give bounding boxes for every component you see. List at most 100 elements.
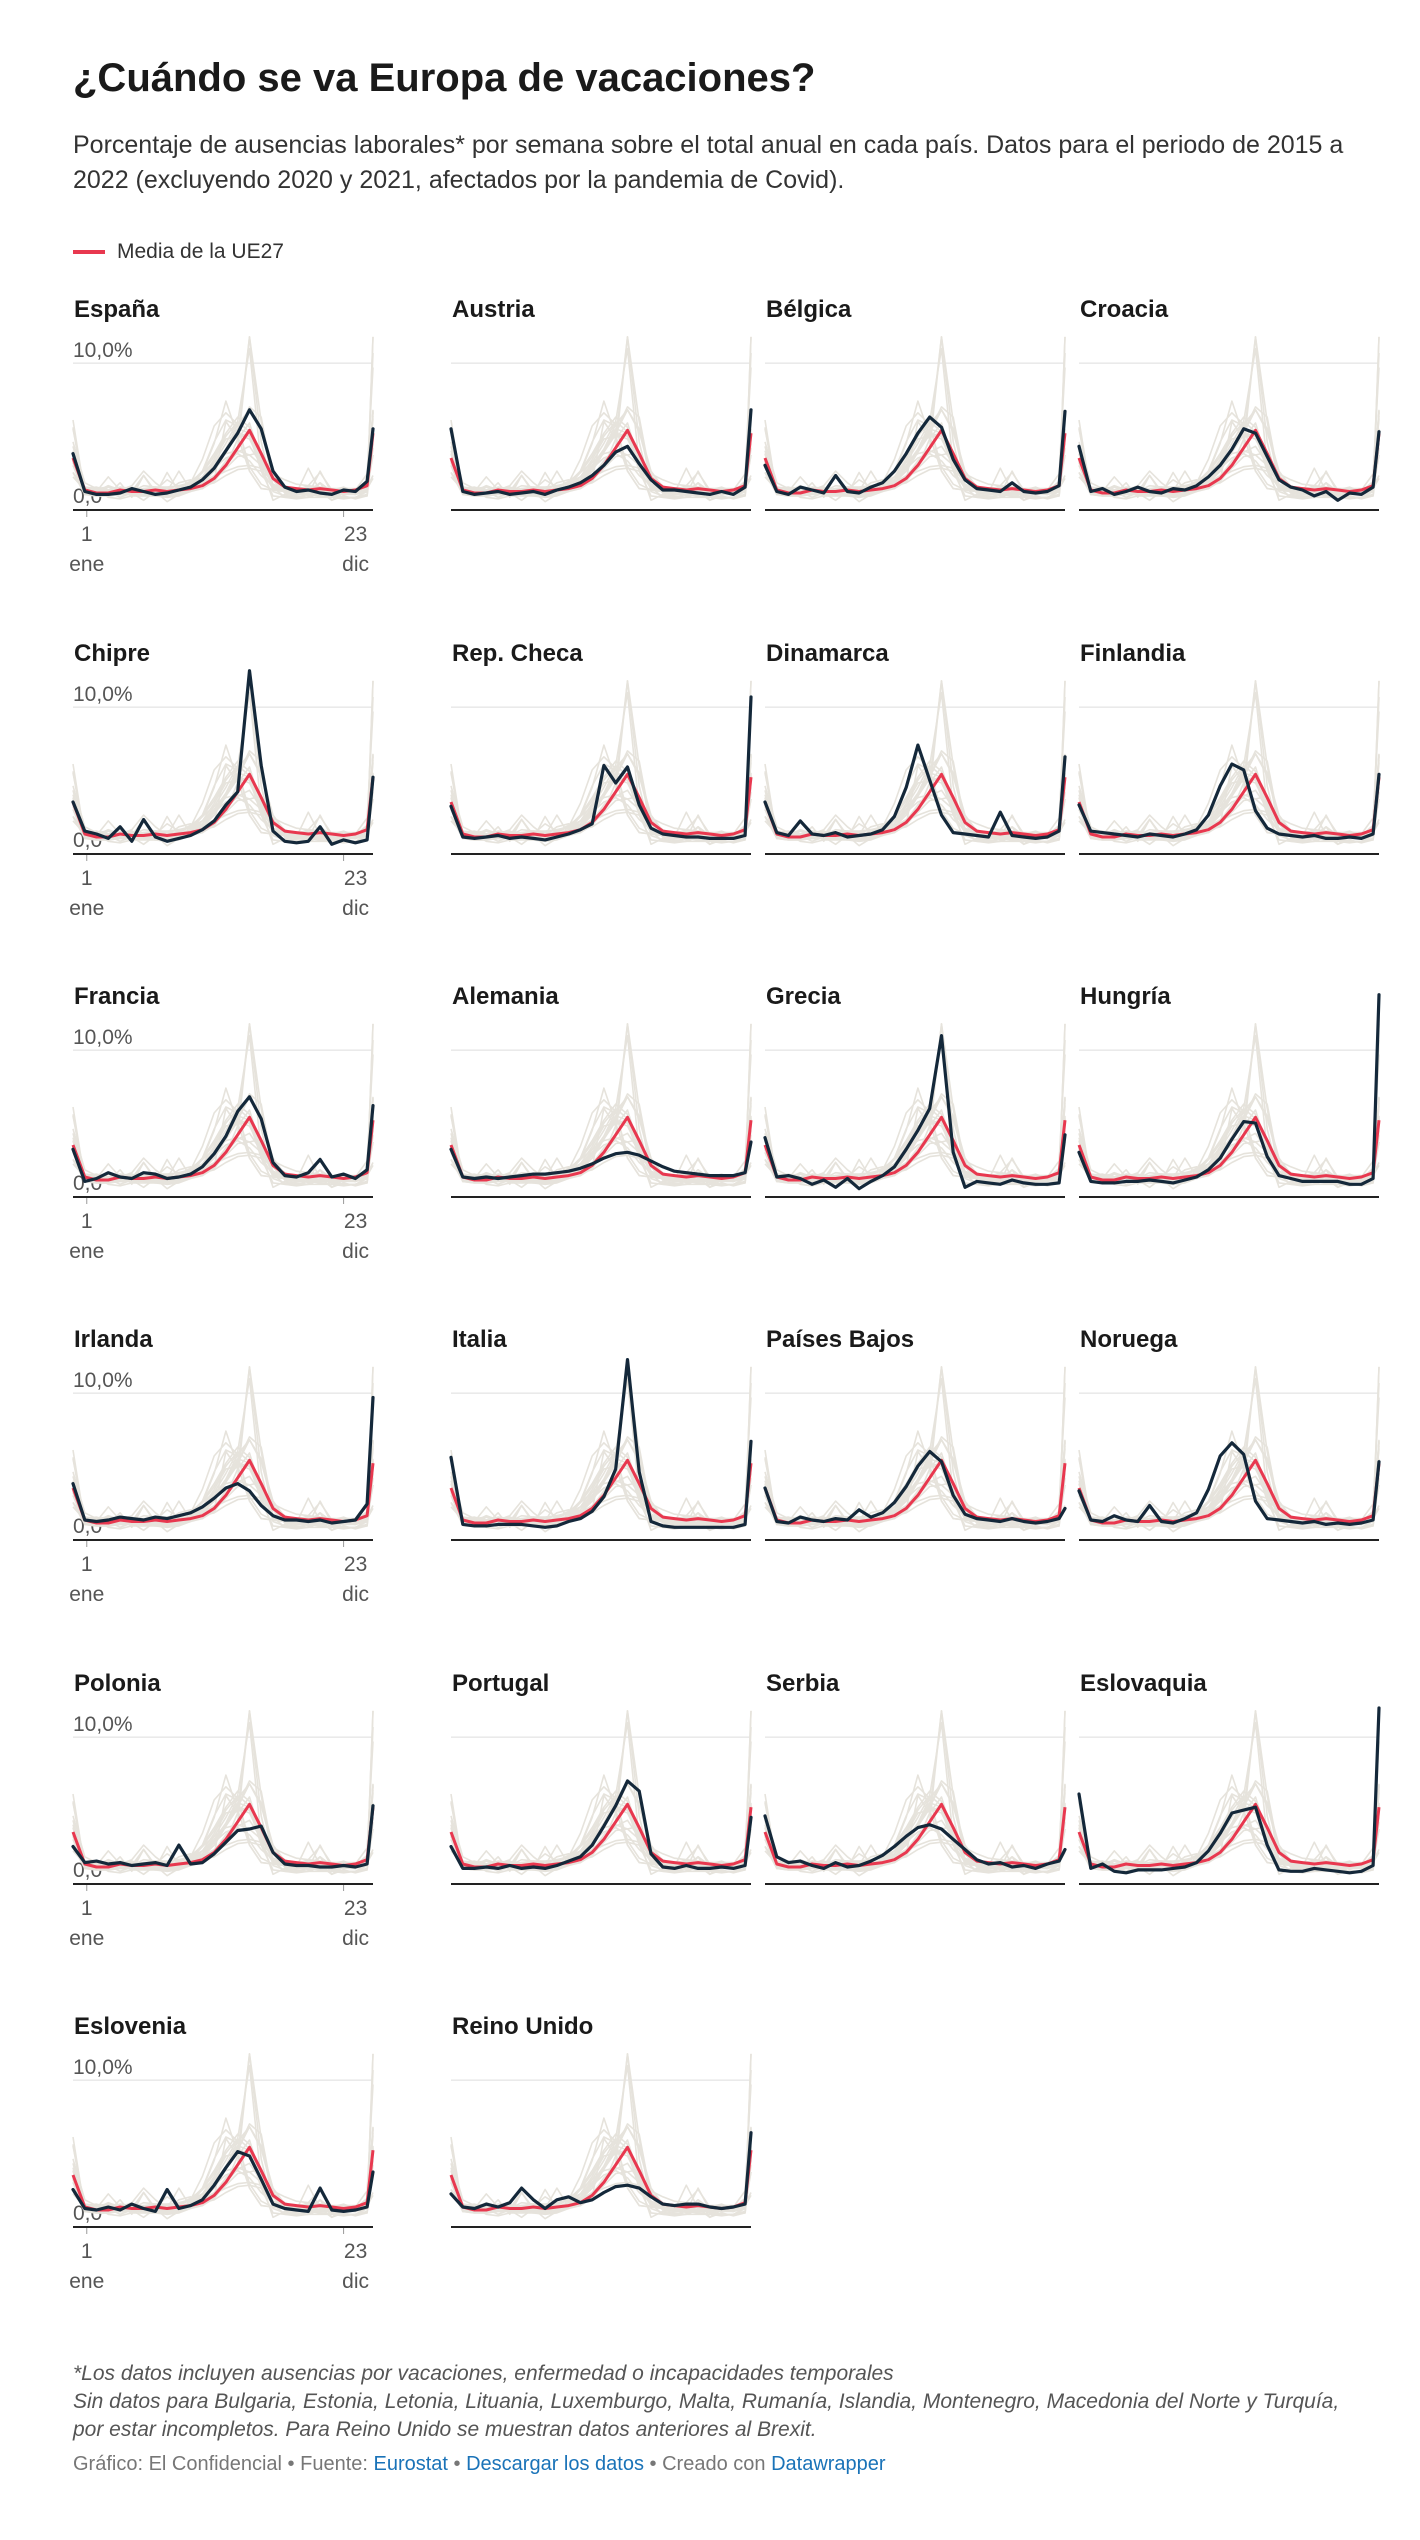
context-line: [72, 1436, 374, 1526]
panel-plot: [449, 1358, 753, 1541]
context-line: [450, 367, 752, 494]
panel-grecia: Grecia: [763, 983, 1067, 1313]
panel-title: Bélgica: [766, 296, 852, 323]
context-line: [1078, 1780, 1380, 1870]
context-line: [1078, 1366, 1380, 1530]
source-link[interactable]: Eurostat: [373, 2453, 448, 2475]
country-line: [449, 1779, 753, 1870]
context-line: [450, 1710, 752, 1874]
context-line: [1078, 1741, 1380, 1868]
context-line: [450, 336, 752, 502]
context-line: [764, 711, 1066, 838]
context-line: [764, 1023, 1066, 1187]
panel-title: Países Bajos: [766, 1326, 915, 1353]
panel-title: Polonia: [74, 1670, 161, 1697]
y-tick-label: 10,0%: [73, 683, 133, 706]
page-title: ¿Cuándo se va Europa de vacaciones?: [73, 56, 816, 100]
panel-croacia: Croacia: [1077, 296, 1381, 626]
panel-austria: Austria: [449, 296, 753, 626]
panel-eslovenia: Eslovenia 10,0% 0,0 1 ene 23 dic: [69, 2013, 375, 2343]
context-line: [72, 1093, 374, 1183]
panel-rep-checa: Rep. Checa: [449, 640, 753, 970]
created-with-label: Creado con: [662, 2453, 772, 2475]
panel-title: Francia: [74, 983, 160, 1010]
eu-average-line: [1077, 1802, 1381, 1869]
y-tick-label: 10,0%: [73, 1713, 133, 1736]
context-line: [1078, 680, 1380, 844]
context-line: [764, 1366, 1066, 1530]
credit: Gráfico: El Confidencial: [73, 2453, 282, 2475]
y-tick-label: 10,0%: [73, 1369, 133, 1392]
eu-average-line: [763, 1115, 1067, 1182]
x-tick-label: 23: [344, 1553, 367, 1576]
x-tick-label: dic: [342, 897, 369, 920]
context-line: [764, 1710, 1066, 1874]
context-line: [1078, 1054, 1380, 1181]
panel-plot: [449, 336, 753, 511]
country-line: [1077, 993, 1381, 1186]
download-data-link[interactable]: Descargar los datos: [466, 2453, 644, 2475]
context-line: [1078, 1397, 1380, 1524]
panel-title: Chipre: [74, 640, 151, 667]
x-tick-label: 23: [344, 1210, 367, 1233]
context-line: [450, 750, 752, 840]
country-line: [1077, 1441, 1381, 1526]
context-line: [1078, 750, 1380, 840]
x-tick-label: ene: [69, 1927, 104, 1950]
x-tick-label: 1: [81, 523, 93, 546]
panel-plot: [763, 1710, 1067, 1885]
panel-polonia: Polonia 10,0% 0,0 1 ene 23 dic: [69, 1670, 375, 2000]
context-line: [764, 1128, 1066, 1183]
datawrapper-link[interactable]: Datawrapper: [771, 2453, 886, 2475]
byline: Gráfico: El Confidencial • Fuente: Euros…: [73, 2453, 886, 2476]
context-line: [1078, 1096, 1380, 1183]
context-line: [1078, 1366, 1380, 1532]
context-line: [1078, 1439, 1380, 1526]
panel-españa: España 10,0% 0,0 1 ene 23 dic: [69, 296, 375, 626]
y-tick-label: 10,0%: [73, 2056, 133, 2079]
eu-average-line: [449, 1802, 753, 1869]
context-line: [450, 1436, 752, 1526]
context-line: [72, 336, 374, 500]
panel-plot: [763, 336, 1067, 511]
panel-plot: [763, 680, 1067, 855]
eu-average-line: [449, 772, 753, 839]
panel-title: Finlandia: [1080, 640, 1186, 667]
context-line: [764, 1096, 1066, 1183]
x-tick-label: dic: [342, 553, 369, 576]
context-line: [450, 409, 752, 496]
country-line: [449, 2131, 753, 2211]
context-line: [450, 2126, 752, 2213]
context-line: [764, 336, 1066, 502]
context-line: [72, 1780, 374, 1870]
context-line: [764, 680, 1066, 844]
country-line: [71, 2150, 375, 2213]
panel-portugal: Portugal: [449, 1670, 753, 2000]
panel-title: Rep. Checa: [452, 640, 583, 667]
x-tick-label: 23: [344, 523, 367, 546]
context-line: [1078, 1093, 1380, 1183]
panel-title: Eslovaquia: [1080, 1670, 1207, 1697]
panel-title: Croacia: [1080, 296, 1169, 323]
context-line: [450, 680, 752, 846]
context-line: [1078, 1023, 1380, 1187]
eu-average-line: [763, 1802, 1067, 1869]
country-line: [449, 408, 753, 496]
eu-average-line: [71, 772, 375, 839]
context-line: [450, 336, 752, 500]
context-line: [450, 1397, 752, 1524]
country-line: [1077, 1706, 1381, 1875]
context-line: [450, 1471, 752, 1526]
context-line: [450, 1096, 752, 1183]
panel-title: España: [74, 296, 160, 323]
country-line: [763, 1449, 1067, 1525]
panel-plot: [1077, 1366, 1381, 1541]
context-line: [72, 1741, 374, 1868]
context-line: [72, 406, 374, 496]
